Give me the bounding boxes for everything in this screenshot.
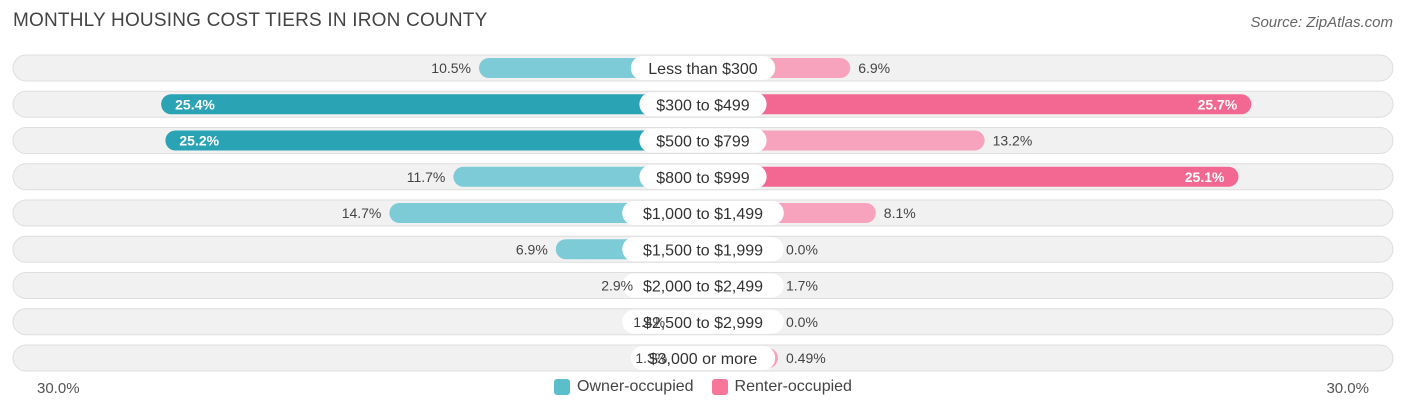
axis-right-label: 30.0%	[1326, 380, 1369, 397]
category-label: $2,000 to $2,499	[643, 279, 763, 296]
owner-value-label: 10.5%	[431, 60, 471, 76]
owner-value-label: 25.2%	[179, 133, 219, 149]
category-pill	[630, 346, 776, 370]
owner-value-label: 1.3%	[635, 350, 667, 366]
category-label: $1,500 to $1,999	[643, 242, 763, 259]
category-pill	[639, 128, 767, 153]
legend-swatch-renter	[711, 379, 728, 395]
row-2[interactable]: $500 to $799 25.2% 13.2%	[12, 127, 1394, 154]
renter-value-label: 1.7%	[786, 278, 818, 294]
legend-item-renter[interactable]: Renter-occupied	[711, 378, 852, 396]
row-0[interactable]: Less than $300 10.5% 6.9%	[12, 54, 1394, 82]
owner-bar	[165, 130, 703, 151]
row-5[interactable]: $1,500 to $1,999 6.9% 0.0%	[12, 235, 1394, 263]
category-label: Less than $300	[648, 61, 758, 78]
renter-bar	[703, 130, 985, 151]
category-pill	[622, 273, 784, 298]
renter-bar	[703, 94, 1252, 115]
row-6[interactable]: $2,000 to $2,499 2.9% 1.7%	[12, 272, 1394, 299]
renter-value-label: 0.49%	[786, 350, 826, 366]
category-pill	[639, 164, 767, 189]
row-1[interactable]: $300 to $499 25.4% 25.7%	[12, 90, 1394, 118]
renter-value-label: 6.9%	[858, 60, 890, 76]
row-4[interactable]: $1,000 to $1,499 14.7% 8.1%	[12, 199, 1394, 227]
category-pill	[630, 56, 776, 80]
renter-value-label: 8.1%	[884, 205, 916, 221]
owner-value-label: 1.4%	[633, 314, 665, 330]
owner-value-label: 6.9%	[516, 241, 548, 257]
legend: Owner-occupied Renter-occupied	[0, 378, 1406, 396]
category-label: $800 to $999	[656, 170, 750, 187]
category-pill	[622, 237, 784, 262]
category-label: $1,000 to $1,499	[643, 206, 763, 223]
legend-label-owner: Owner-occupied	[577, 378, 694, 395]
category-pill	[622, 201, 784, 225]
owner-value-label: 11.7%	[407, 169, 446, 185]
chart-title: MONTHLY HOUSING COST TIERS IN IRON COUNT…	[13, 10, 488, 31]
owner-value-label: 25.4%	[175, 96, 215, 112]
renter-value-label: 13.2%	[993, 133, 1033, 149]
owner-bar	[161, 94, 704, 115]
renter-bar	[703, 166, 1239, 187]
category-pill	[639, 92, 767, 117]
category-pill	[622, 309, 784, 334]
renter-value-label: 25.7%	[1198, 96, 1238, 112]
renter-value-label: 0.0%	[786, 241, 818, 257]
source-note: Source: ZipAtlas.com	[1250, 14, 1393, 31]
owner-value-label: 14.7%	[342, 205, 382, 221]
category-label: $2,500 to $2,999	[643, 315, 763, 332]
legend-swatch-owner	[554, 379, 571, 395]
category-label: $500 to $799	[656, 134, 750, 151]
owner-value-label: 2.9%	[601, 278, 633, 294]
row-3[interactable]: $800 to $999 11.7% 25.1%	[12, 163, 1394, 191]
axis-left-label: 30.0%	[37, 380, 80, 397]
renter-value-label: 25.1%	[1185, 169, 1225, 185]
category-label: $3,000 or more	[649, 351, 758, 368]
category-label: $300 to $499	[656, 97, 750, 114]
legend-label-renter: Renter-occupied	[734, 378, 852, 395]
renter-value-label: 0.0%	[786, 314, 818, 330]
legend-item-owner[interactable]: Owner-occupied	[554, 378, 694, 396]
